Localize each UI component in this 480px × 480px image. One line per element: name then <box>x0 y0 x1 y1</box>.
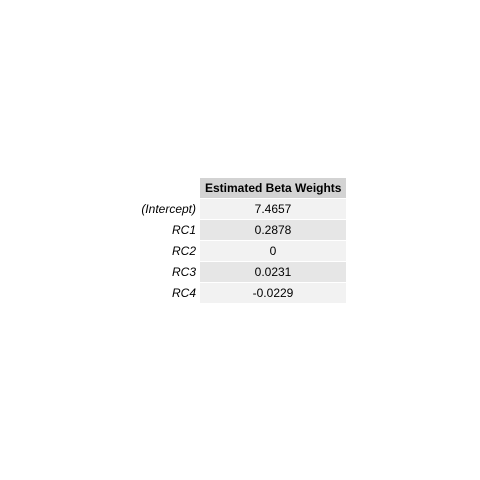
row-label: RC1 <box>171 223 196 237</box>
table-header-row: Estimated Beta Weights <box>131 178 346 198</box>
row-label: RC2 <box>171 244 196 258</box>
value-cell: -0.0229 <box>200 283 346 303</box>
value-cell: 0.0231 <box>200 262 346 282</box>
value-cell: 7.4657 <box>200 199 346 219</box>
table-row: RC2 0 <box>131 241 346 261</box>
value-cell: 0 <box>200 241 346 261</box>
table-row: RC1 0.2878 <box>131 220 346 240</box>
table-row: RC3 0.0231 <box>131 262 346 282</box>
table-corner-cell <box>131 178 200 198</box>
row-label: (Intercept) <box>141 202 196 216</box>
table-row: (Intercept) 7.4657 <box>131 199 346 219</box>
beta-weights-table-container: Estimated Beta Weights (Intercept) 7.465… <box>131 177 346 304</box>
value-cell: 0.2878 <box>200 220 346 240</box>
row-label: RC4 <box>171 286 196 300</box>
table-row: RC4 -0.0229 <box>131 283 346 303</box>
column-header: Estimated Beta Weights <box>200 178 346 198</box>
row-label: RC3 <box>171 265 196 279</box>
beta-weights-table: Estimated Beta Weights (Intercept) 7.465… <box>131 177 346 304</box>
